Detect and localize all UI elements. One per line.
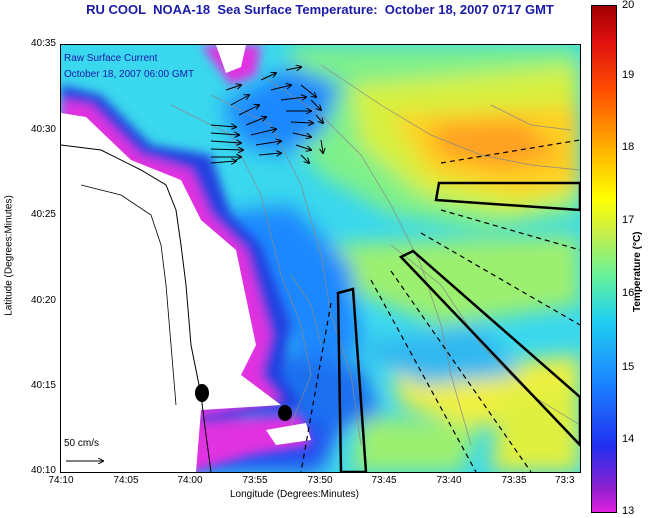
station-marker bbox=[278, 405, 292, 421]
y-tick-label: 40:15 bbox=[30, 380, 56, 391]
x-tick-label: 73:50 bbox=[307, 475, 333, 486]
transect-box-east bbox=[434, 181, 580, 212]
sst-map bbox=[60, 44, 581, 473]
colorbar-tick: 19 bbox=[622, 69, 635, 81]
x-tick-label: 73:3 bbox=[555, 475, 575, 486]
x-tick-label: 74:00 bbox=[177, 475, 203, 486]
transect-dashed-lines bbox=[300, 139, 580, 472]
survey-transects bbox=[300, 139, 580, 472]
x-tick-label: 74:10 bbox=[48, 475, 74, 486]
temperature-colorbar bbox=[591, 5, 617, 513]
y-axis-label: Latitude (Degrees:Minutes) bbox=[3, 195, 15, 316]
sst-map-canvas bbox=[61, 45, 580, 472]
map-title: RU COOL NOAA-18 Sea Surface Temperature:… bbox=[86, 2, 554, 17]
y-tick-label: 40:10 bbox=[30, 465, 56, 476]
transect-box-southeast bbox=[398, 249, 580, 447]
x-tick-label: 73:45 bbox=[371, 475, 397, 486]
colorbar-tick: 17 bbox=[622, 214, 635, 226]
colorbar-label: Temperature (°C) bbox=[632, 231, 643, 313]
y-tick-label: 40:25 bbox=[30, 209, 56, 220]
land-patch bbox=[266, 423, 311, 445]
bathymetry-contours bbox=[170, 64, 580, 446]
x-tick-label: 73:40 bbox=[436, 475, 462, 486]
colorbar-tick: 16 bbox=[622, 287, 635, 299]
colorbar-tick: 13 bbox=[622, 505, 635, 517]
land-new-jersey bbox=[61, 113, 281, 472]
x-tick-label: 73:35 bbox=[501, 475, 527, 486]
y-tick-label: 40:20 bbox=[30, 295, 56, 306]
x-tick-label: 74:05 bbox=[113, 475, 139, 486]
colorbar-tick: 20 bbox=[622, 0, 635, 11]
x-tick-label: 73:55 bbox=[242, 475, 268, 486]
inland-shoreline bbox=[80, 184, 177, 406]
station-marker bbox=[195, 384, 209, 402]
scale-label: 50 cm/s bbox=[64, 438, 100, 449]
legend-line-2: October 18, 2007 06:00 GMT bbox=[64, 69, 195, 80]
transect-box-south bbox=[336, 287, 368, 472]
land-north bbox=[216, 45, 246, 73]
x-axis-label: Longitude (Degrees:Minutes) bbox=[230, 489, 359, 500]
colorbar-tick: 18 bbox=[622, 141, 635, 153]
y-tick-label: 40:35 bbox=[30, 38, 56, 49]
colorbar-tick: 15 bbox=[622, 361, 635, 373]
legend-line-1: Raw Surface Current bbox=[64, 53, 158, 64]
coastline bbox=[61, 144, 212, 472]
surface-current-vectors bbox=[210, 67, 323, 163]
y-tick-label: 40:30 bbox=[30, 124, 56, 135]
colorbar-tick: 14 bbox=[622, 433, 635, 445]
